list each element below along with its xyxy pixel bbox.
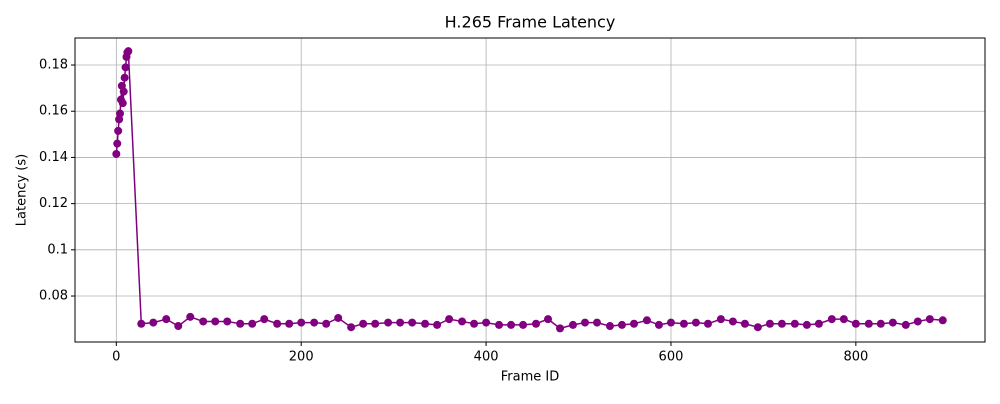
y-axis-label: Latency (s) xyxy=(15,154,30,226)
data-point xyxy=(851,319,860,328)
y-tick-label: 0.14 xyxy=(39,150,68,165)
y-tick-label: 0.08 xyxy=(39,289,68,304)
data-point xyxy=(482,318,491,327)
data-point xyxy=(802,320,811,329)
data-point xyxy=(116,109,125,118)
data-point xyxy=(149,318,158,327)
data-point xyxy=(112,149,121,158)
y-tick-label: 0.1 xyxy=(47,242,68,257)
data-point xyxy=(790,319,799,328)
data-point xyxy=(532,319,541,328)
data-point xyxy=(925,315,934,324)
data-point xyxy=(495,320,504,329)
x-tick-label: 400 xyxy=(474,350,499,365)
data-point xyxy=(114,126,123,135)
x-tick-label: 0 xyxy=(112,350,120,365)
data-point xyxy=(273,319,282,328)
data-point xyxy=(458,317,467,326)
data-point xyxy=(913,317,922,326)
data-point xyxy=(121,63,130,72)
data-point xyxy=(740,319,749,328)
data-point xyxy=(260,315,269,324)
data-point xyxy=(839,315,848,324)
data-line xyxy=(115,49,943,330)
data-point xyxy=(113,139,122,148)
data-point xyxy=(642,316,651,325)
data-point xyxy=(544,315,553,324)
data-point xyxy=(285,319,294,328)
x-tick-label: 600 xyxy=(659,350,684,365)
data-point xyxy=(556,324,565,333)
data-point xyxy=(703,319,712,328)
data-point xyxy=(888,318,897,327)
data-point xyxy=(716,315,725,324)
x-tick-label: 200 xyxy=(289,350,314,365)
chart-title: H.265 Frame Latency xyxy=(445,13,616,32)
x-tick-label: 800 xyxy=(843,350,868,365)
data-point xyxy=(124,47,133,56)
data-point xyxy=(938,316,947,325)
data-point xyxy=(728,317,737,326)
data-point xyxy=(421,319,430,328)
data-point xyxy=(605,322,614,331)
data-point xyxy=(359,319,368,328)
data-point xyxy=(297,318,306,327)
data-point xyxy=(519,320,528,329)
data-point xyxy=(470,319,479,328)
data-point xyxy=(371,319,380,328)
data-point xyxy=(901,320,910,329)
data-point xyxy=(581,318,590,327)
data-point xyxy=(120,73,129,82)
data-point xyxy=(396,318,405,327)
data-point xyxy=(691,318,700,327)
data-point xyxy=(211,317,220,326)
y-tick-label: 0.16 xyxy=(39,104,68,119)
data-point xyxy=(445,315,454,324)
data-point xyxy=(814,319,823,328)
data-point xyxy=(310,318,319,327)
data-point xyxy=(864,319,873,328)
data-point xyxy=(174,322,183,331)
x-axis-label: Frame ID xyxy=(501,370,559,385)
data-point xyxy=(617,320,626,329)
data-point xyxy=(679,319,688,328)
data-point xyxy=(162,315,171,324)
plot-frame xyxy=(74,37,986,343)
data-point xyxy=(119,87,128,96)
data-point xyxy=(248,319,257,328)
data-point xyxy=(347,323,356,332)
data-point xyxy=(568,320,577,329)
y-tick-label: 0.12 xyxy=(39,196,68,211)
data-point xyxy=(765,319,774,328)
data-point xyxy=(593,318,602,327)
data-point xyxy=(753,323,762,332)
data-point xyxy=(334,313,343,322)
data-point xyxy=(322,319,331,328)
data-point xyxy=(118,99,127,108)
data-point xyxy=(629,319,638,328)
data-point xyxy=(408,318,417,327)
data-point xyxy=(654,320,663,329)
data-point xyxy=(666,318,675,327)
data-point xyxy=(223,317,232,326)
data-point xyxy=(137,319,146,328)
data-point xyxy=(433,320,442,329)
data-point xyxy=(876,319,885,328)
data-point xyxy=(199,317,208,326)
data-point xyxy=(384,318,393,327)
data-point xyxy=(186,312,195,321)
y-tick-label: 0.18 xyxy=(39,58,68,73)
data-point xyxy=(827,315,836,324)
data-point xyxy=(236,319,245,328)
data-point xyxy=(777,319,786,328)
data-point xyxy=(507,320,516,329)
